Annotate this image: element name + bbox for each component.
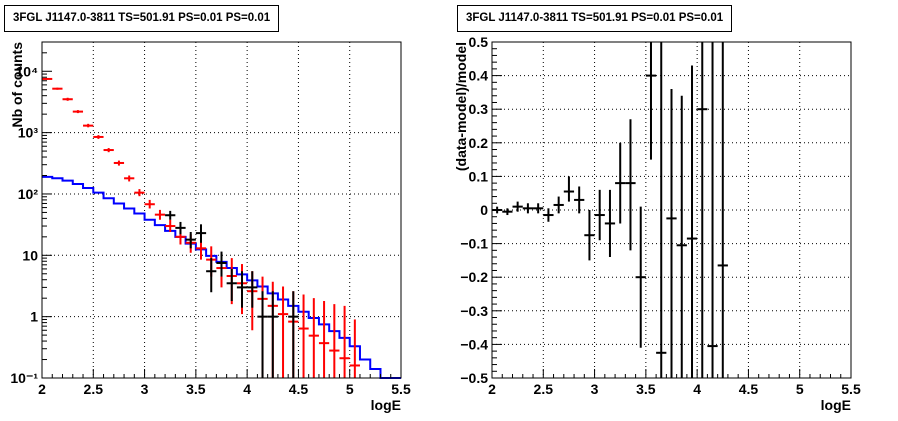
model-point bbox=[83, 123, 94, 128]
data-point bbox=[635, 206, 646, 348]
model-point bbox=[62, 97, 73, 101]
x-tick-label: 5 bbox=[796, 381, 804, 397]
model-point bbox=[329, 304, 340, 378]
y-axis-title: (data-model)/model bbox=[453, 42, 469, 171]
y-tick-label: 0 bbox=[480, 202, 488, 218]
data-point bbox=[175, 221, 186, 235]
data-point bbox=[288, 291, 299, 378]
model-point bbox=[134, 189, 145, 197]
x-tick-label: 2 bbox=[38, 381, 46, 397]
data-point bbox=[563, 176, 575, 202]
data-point bbox=[512, 201, 523, 212]
data-point bbox=[686, 65, 698, 378]
x-tick-label: 5.5 bbox=[841, 381, 861, 397]
model-point bbox=[113, 160, 125, 166]
y-axis-title: Nb of counts bbox=[9, 42, 25, 128]
residuals-panel: 3FGL J1147.0-3811 TS=501.91 PS=0.01 PS=0… bbox=[449, 0, 898, 421]
y-tick-label: 0.4 bbox=[469, 68, 489, 84]
data-point bbox=[206, 258, 217, 293]
data-point bbox=[195, 224, 207, 243]
y-tick-label: 10⁻¹ bbox=[10, 370, 38, 386]
model-point bbox=[277, 286, 289, 378]
data-point bbox=[267, 291, 278, 378]
model-point bbox=[339, 305, 350, 378]
data-point bbox=[676, 95, 687, 378]
model-point bbox=[308, 298, 319, 378]
x-tick-label: 3.5 bbox=[636, 381, 656, 397]
data-point bbox=[522, 203, 534, 214]
y-tick-label: −0.1 bbox=[460, 236, 488, 252]
data-point bbox=[543, 208, 554, 222]
y-tick-label: −0.5 bbox=[460, 370, 488, 386]
data-point bbox=[165, 210, 176, 220]
data-point bbox=[502, 208, 513, 216]
data-point bbox=[257, 291, 268, 378]
data-point bbox=[533, 203, 544, 214]
y-tick-label: 0.2 bbox=[469, 135, 489, 151]
model-point bbox=[103, 148, 114, 153]
y-tick-label: 0.5 bbox=[469, 34, 489, 50]
model-point bbox=[318, 300, 330, 378]
data-point bbox=[645, 42, 657, 160]
data-point bbox=[656, 42, 667, 378]
model-point bbox=[93, 135, 104, 139]
x-tick-label: 2.5 bbox=[534, 381, 554, 397]
residuals-plot: 2 2.5 3 3.5 4 4.5 5 5.5 −0.5 −0.4 −0.3 −0.2 −0.1 0 0.1… bbox=[453, 34, 861, 413]
x-tick-label: 3 bbox=[141, 381, 149, 397]
y-tick-label: 0.3 bbox=[469, 101, 489, 117]
counts-panel: 3FGL J1147.0-3811 TS=501.91 PS=0.01 PS=0… bbox=[4, 5, 411, 413]
model-point bbox=[52, 87, 63, 90]
plot-frame bbox=[41, 41, 402, 379]
residuals-chart-title: 3FGL J1147.0-3811 TS=501.91 PS=0.01 PS=0… bbox=[457, 5, 733, 32]
model-point bbox=[165, 219, 176, 232]
data-point bbox=[574, 186, 585, 214]
model-step-line bbox=[42, 175, 401, 379]
data-point bbox=[615, 142, 626, 224]
y-tick-label: 1 bbox=[30, 309, 38, 325]
x-tick-label: 3 bbox=[591, 381, 599, 397]
x-axis-title: logE bbox=[821, 397, 851, 413]
data-point bbox=[236, 271, 248, 308]
y-tick-label: −0.3 bbox=[460, 303, 488, 319]
data-point bbox=[584, 210, 595, 261]
data-point bbox=[216, 251, 227, 277]
x-axis-title: logE bbox=[371, 397, 401, 413]
y-tick-label: 10 bbox=[22, 247, 38, 263]
data-point bbox=[697, 42, 708, 378]
counts-chart-title: 3FGL J1147.0-3811 TS=501.91 PS=0.01 PS=0… bbox=[4, 5, 280, 32]
y-tick-label: 10³ bbox=[18, 125, 39, 141]
data-point bbox=[717, 42, 728, 378]
model-point bbox=[124, 175, 135, 182]
y-tick-label: 10² bbox=[18, 186, 39, 202]
x-tick-label: 4 bbox=[693, 381, 701, 397]
y-tick-label: 0.1 bbox=[469, 168, 489, 184]
data-point bbox=[594, 189, 605, 241]
x-tick-label: 5.5 bbox=[391, 381, 411, 397]
data-point bbox=[553, 196, 564, 214]
x-tick-label: 4 bbox=[243, 381, 251, 397]
y-tick-label: −0.4 bbox=[460, 336, 488, 352]
data-point bbox=[226, 268, 237, 301]
x-tick-label: 5 bbox=[346, 381, 354, 397]
x-tick-label: 3.5 bbox=[186, 381, 206, 397]
model-point bbox=[298, 294, 309, 378]
data-point bbox=[604, 189, 616, 258]
y-tick-label: −0.2 bbox=[460, 269, 488, 285]
model-point bbox=[154, 209, 166, 220]
data-point bbox=[247, 271, 258, 308]
model-point bbox=[42, 77, 53, 80]
x-tick-label: 2 bbox=[488, 381, 496, 397]
model-point bbox=[144, 199, 155, 209]
x-tick-label: 4.5 bbox=[289, 381, 309, 397]
y-tick-label: 10⁴ bbox=[16, 63, 39, 79]
x-tick-label: 4.5 bbox=[739, 381, 759, 397]
data-point bbox=[666, 89, 677, 378]
data-point bbox=[625, 119, 636, 251]
counts-plot: 2 2.5 3 3.5 4 4.5 5 5.5 10⁻¹ 1 10 10² 10³ 10⁴ logE Nb o… bbox=[9, 41, 411, 413]
model-point bbox=[349, 319, 360, 378]
data-point bbox=[707, 42, 718, 378]
data-point bbox=[185, 231, 196, 249]
model-point bbox=[72, 110, 84, 114]
x-tick-label: 2.5 bbox=[84, 381, 104, 397]
